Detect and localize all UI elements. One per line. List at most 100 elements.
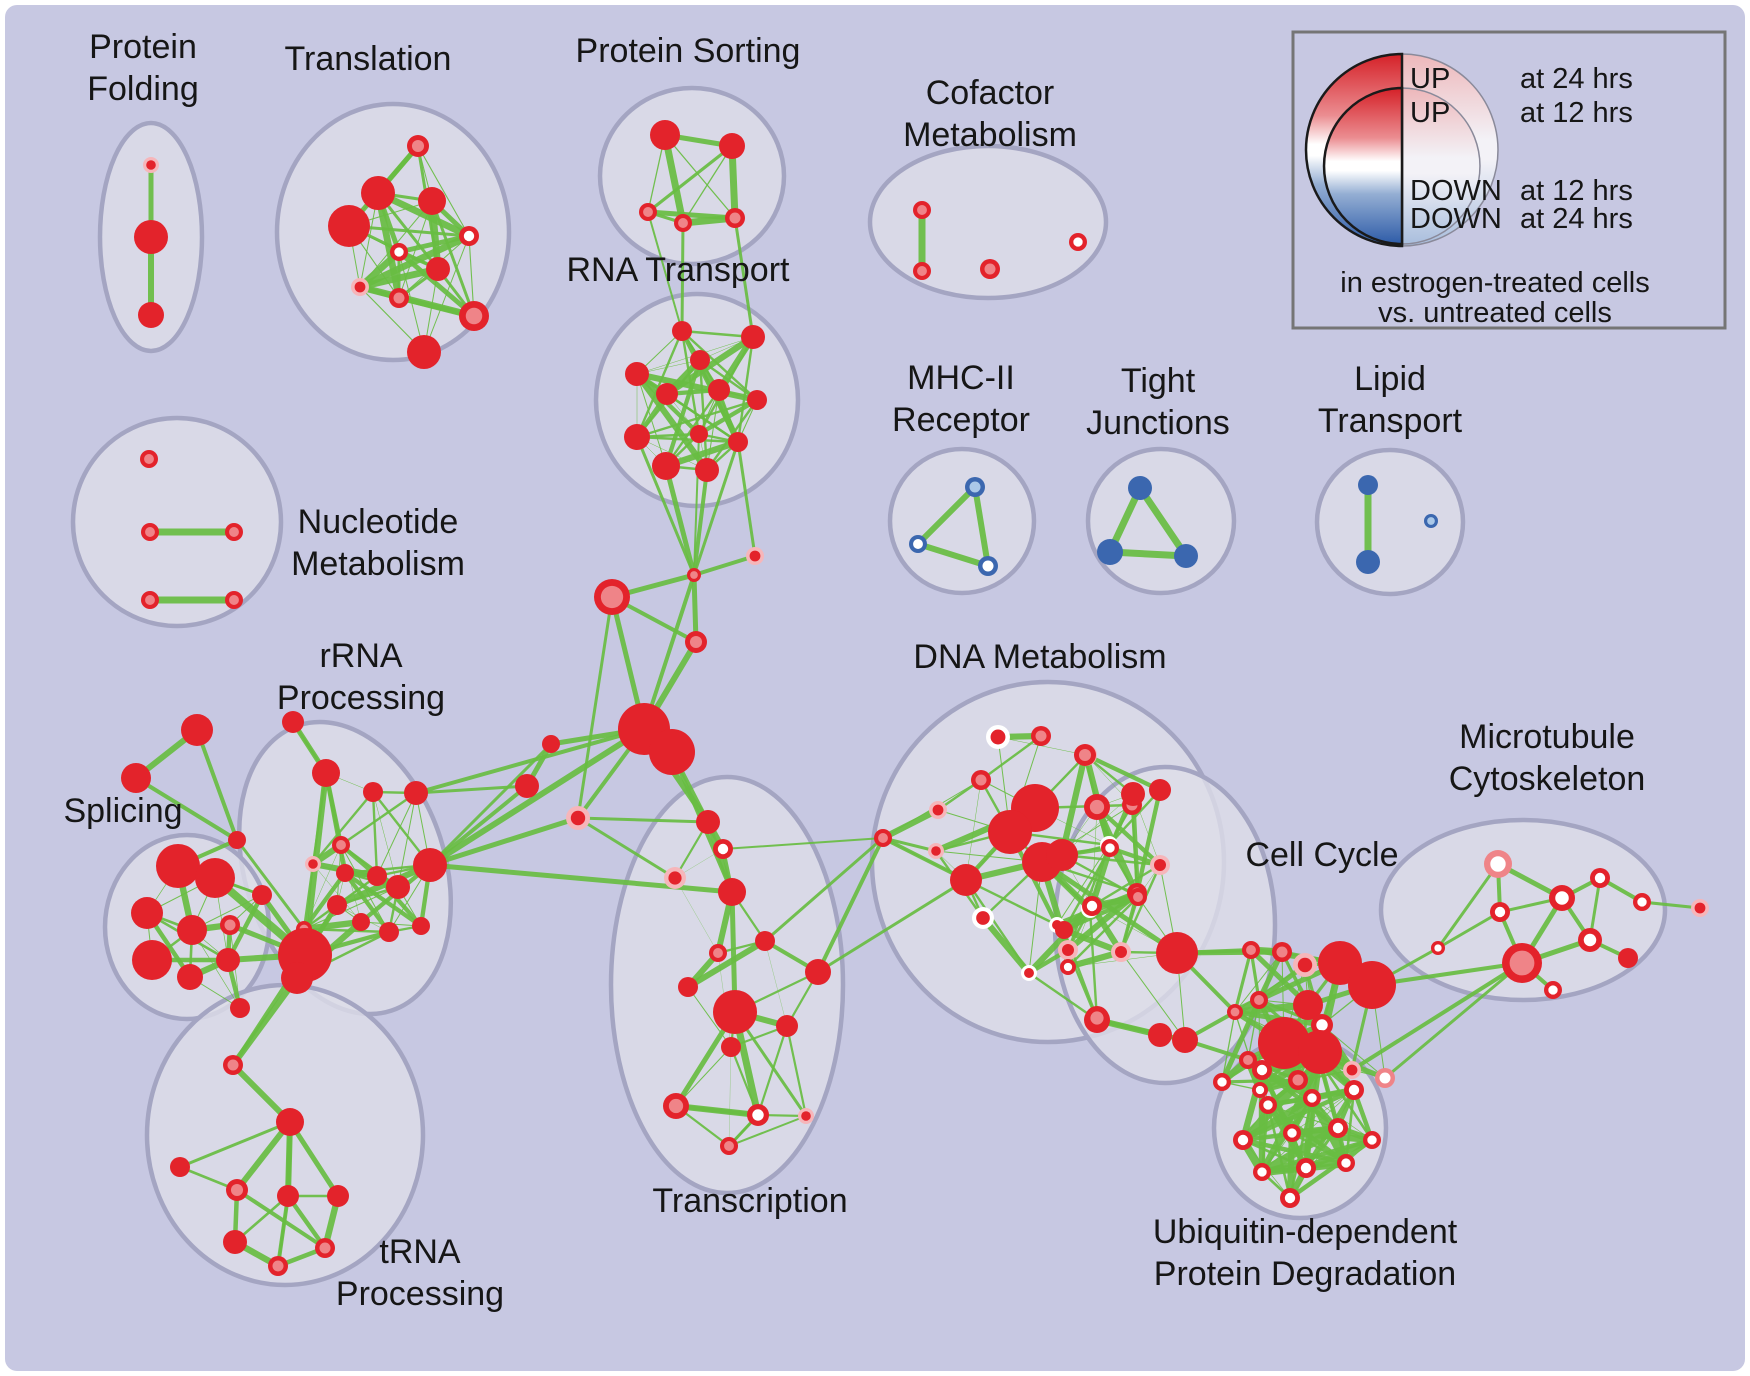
network-node	[1149, 779, 1171, 801]
network-node	[672, 321, 692, 341]
network-node	[1085, 1006, 1109, 1030]
edge	[997, 736, 1087, 756]
network-node	[1174, 544, 1198, 568]
network-node	[747, 390, 767, 410]
legend-footer-line: vs. untreated cells	[1378, 297, 1612, 329]
network-node	[230, 998, 250, 1018]
network-node	[625, 362, 649, 386]
network-node	[277, 1185, 299, 1207]
edge	[376, 792, 417, 877]
edge	[1060, 853, 1162, 867]
network-node	[978, 556, 998, 576]
network-node	[413, 848, 447, 882]
edge	[396, 249, 477, 319]
network-node	[913, 262, 931, 280]
edge	[312, 863, 362, 923]
edge	[1058, 751, 1089, 859]
network-node	[1069, 233, 1087, 251]
network-node	[594, 579, 630, 615]
edge	[428, 784, 529, 867]
network-node	[1252, 1082, 1268, 1098]
network-node	[639, 203, 657, 221]
legend-time-label: at 12 hrs	[1520, 97, 1633, 129]
network-node	[282, 711, 304, 733]
edge	[1094, 804, 1163, 868]
network-node	[718, 878, 746, 906]
network-node	[459, 301, 489, 331]
edge	[673, 1103, 761, 1118]
edge	[191, 929, 241, 1009]
cluster-label-lipid: Lipid Transport	[1318, 360, 1463, 440]
network-node	[720, 1137, 738, 1155]
network-node	[1272, 942, 1292, 962]
edge	[693, 433, 700, 576]
network-node	[1239, 1051, 1257, 1069]
edge	[915, 541, 991, 569]
edge	[300, 918, 365, 933]
edge	[1061, 894, 1141, 933]
legend-footer-line: in estrogen-treated cells	[1340, 267, 1650, 299]
edge	[965, 779, 982, 881]
edge	[1257, 1123, 1343, 1177]
cluster-ellipse-lipid	[1314, 447, 1466, 597]
network-node	[1055, 921, 1073, 939]
network-node	[361, 176, 395, 210]
edge	[696, 397, 760, 437]
edge	[1370, 961, 1524, 987]
legend-inner-circle-right	[1401, 87, 1481, 245]
edge	[635, 398, 759, 439]
network-node	[351, 278, 369, 296]
edge	[816, 836, 885, 974]
legend: UP at 24 hrs UP at 12 hrs DOWN at 12 hrs DOWN a…	[1304, 52, 1650, 329]
network-node	[624, 424, 650, 450]
network-node	[268, 1256, 288, 1276]
network-node	[1544, 981, 1562, 999]
edge	[276, 1194, 290, 1268]
legend-direction-label: DOWN	[1410, 175, 1502, 207]
edge	[234, 1119, 293, 1193]
cluster-ellipse-microtubule	[1378, 817, 1668, 1003]
edge	[1240, 1087, 1357, 1143]
network-node	[459, 226, 479, 246]
edge	[816, 878, 968, 974]
network-node	[690, 350, 710, 370]
edge	[1257, 998, 1324, 1027]
network-node	[755, 931, 775, 951]
network-node	[1344, 1080, 1364, 1100]
network-node	[352, 913, 370, 931]
cluster-label-cell_cycle: Cell Cycle	[1245, 836, 1398, 874]
legend-time-label: at 12 hrs	[1520, 175, 1633, 207]
network-node	[367, 866, 387, 886]
network-node	[1242, 941, 1260, 959]
edge	[576, 816, 710, 824]
network-node	[566, 806, 590, 830]
cluster-label-dna: DNA Metabolism	[913, 638, 1166, 676]
network-node	[776, 1015, 798, 1037]
network-node	[986, 725, 1010, 749]
network-node	[988, 810, 1032, 854]
network-node	[1424, 514, 1438, 528]
network-node	[407, 135, 429, 157]
edge	[979, 734, 1043, 782]
network-node	[1058, 940, 1078, 960]
network-node	[928, 843, 944, 859]
network-node	[696, 810, 720, 834]
network-node	[1549, 885, 1575, 911]
network-node	[1328, 1118, 1348, 1138]
network-node	[1046, 839, 1078, 871]
network-node	[132, 940, 172, 980]
edge	[311, 790, 375, 866]
edge	[635, 435, 740, 444]
edge	[1383, 961, 1524, 1080]
edge	[633, 370, 761, 404]
edge	[706, 389, 720, 471]
edge	[915, 484, 978, 547]
network-node	[121, 763, 151, 793]
network-node	[664, 867, 686, 889]
cluster-label-rrna: rRNA Processing	[277, 637, 445, 717]
edge	[1321, 1024, 1386, 1079]
network-node	[1293, 990, 1323, 1020]
network-node	[690, 425, 708, 443]
cluster-label-nucleotide: Nucleotide Metabolism	[291, 503, 465, 583]
